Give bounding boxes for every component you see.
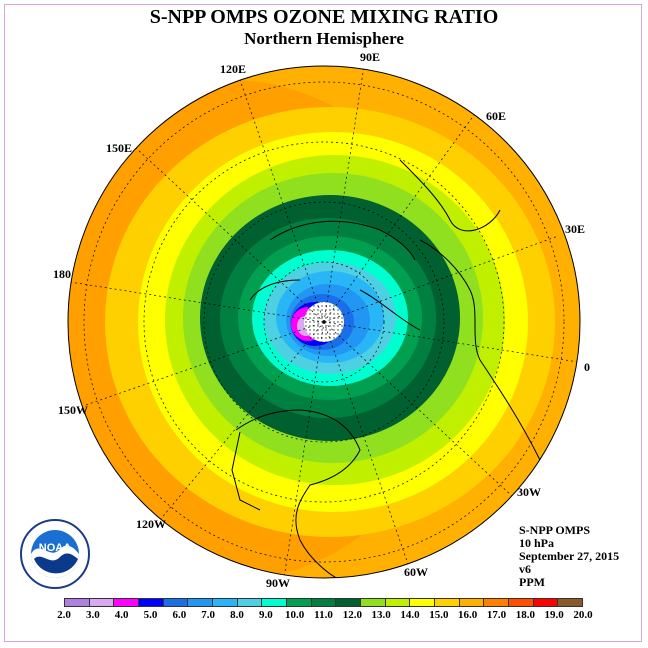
colorbar-tick-label: 4.0 — [114, 609, 129, 621]
lon-label-180: 180 — [53, 267, 71, 281]
colorbar-tick-label: 5.0 — [143, 609, 158, 621]
colorbar-swatch — [114, 599, 140, 606]
colorbar-swatch — [336, 599, 362, 606]
colorbar-swatch — [139, 599, 164, 606]
colorbar-swatch — [237, 599, 263, 606]
colorbar-tick-label: 19.0 — [544, 609, 564, 621]
colorbar — [64, 598, 583, 607]
info-version: v6 — [519, 562, 531, 576]
colorbar-swatch — [262, 599, 288, 606]
page-subtitle: Northern Hemisphere — [244, 29, 404, 48]
colorbar-swatch — [361, 599, 386, 606]
colorbar-swatch — [163, 599, 189, 606]
colorbar-tick-label: 20.0 — [573, 609, 593, 621]
info-date: September 27, 2015 — [519, 549, 620, 563]
product-info: S-NPP OMPS 10 hPa September 27, 2015 v6 … — [519, 524, 619, 589]
colorbar-swatch — [533, 599, 559, 606]
colorbar-tick-label: 14.0 — [400, 609, 420, 621]
colorbar-tick-label: 2.0 — [57, 609, 71, 621]
lon-label-30e: 30E — [565, 222, 585, 236]
colorbar-swatch — [65, 599, 90, 606]
colorbar-swatch — [89, 599, 115, 606]
lon-label-150e: 150E — [106, 141, 132, 155]
colorbar-ticks: 2.0 3.0 4.0 5.0 6.0 7.0 8.0 9.0 10.0 11.0 12.0 13.0… — [57, 609, 593, 623]
colorbar-tick-label: 7.0 — [201, 609, 216, 621]
colorbar-swatch — [509, 599, 534, 606]
lat-lon-grid — [69, 66, 579, 578]
info-units: PPM — [519, 575, 545, 589]
colorbar-tick-label: 8.0 — [230, 609, 244, 621]
colorbar-swatch — [459, 599, 485, 606]
colorbar-tick-label: 3.0 — [85, 609, 100, 621]
lon-label-60e: 60E — [486, 109, 506, 123]
colorbar-tick-label: 6.0 — [172, 609, 187, 621]
noaa-logo-icon: NOAA — [20, 519, 90, 589]
lon-label-0: 0 — [584, 360, 590, 374]
colorbar-swatch — [188, 599, 214, 606]
lon-label-120w: 120W — [136, 517, 166, 531]
continent-outlines — [231, 159, 541, 578]
lon-label-30w: 30W — [517, 485, 541, 499]
lon-label-120e: 120E — [220, 62, 246, 76]
lon-label-60w: 60W — [404, 565, 428, 579]
ozone-field — [68, 66, 580, 578]
info-level: 10 hPa — [519, 536, 555, 550]
colorbar-tick-label: 11.0 — [314, 609, 333, 621]
colorbar-tick-label: 17.0 — [486, 609, 507, 621]
map-boundary — [67, 65, 581, 579]
lon-label-150w: 150W — [58, 403, 88, 417]
colorbar-tick-label: 15.0 — [429, 609, 449, 621]
colorbar-tick-label: 12.0 — [342, 609, 362, 621]
colorbar-swatch — [287, 599, 312, 606]
colorbar-swatch — [435, 599, 460, 606]
colorbar-tick-label: 9.0 — [258, 609, 273, 621]
colorbar-swatch — [213, 599, 238, 606]
info-instrument: S-NPP OMPS — [519, 523, 590, 537]
colorbar-swatch — [385, 599, 411, 606]
noaa-logo-text: NOAA — [39, 542, 71, 554]
colorbar-swatch — [558, 599, 583, 606]
lon-label-90w: 90W — [266, 576, 290, 590]
colorbar-tick-label: 16.0 — [458, 609, 478, 621]
page-title: S-NPP OMPS OZONE MIXING RATIO — [149, 6, 499, 28]
colorbar-tick-label: 10.0 — [285, 609, 305, 621]
colorbar-tick-label: 18.0 — [515, 609, 535, 621]
colorbar-swatch — [311, 599, 337, 606]
colorbar-swatch — [410, 599, 436, 606]
map-frame — [4, 4, 642, 642]
colorbar-tick-label: 13.0 — [371, 609, 391, 621]
colorbar-swatch — [484, 599, 510, 606]
lon-label-90e: 90E — [360, 50, 380, 64]
